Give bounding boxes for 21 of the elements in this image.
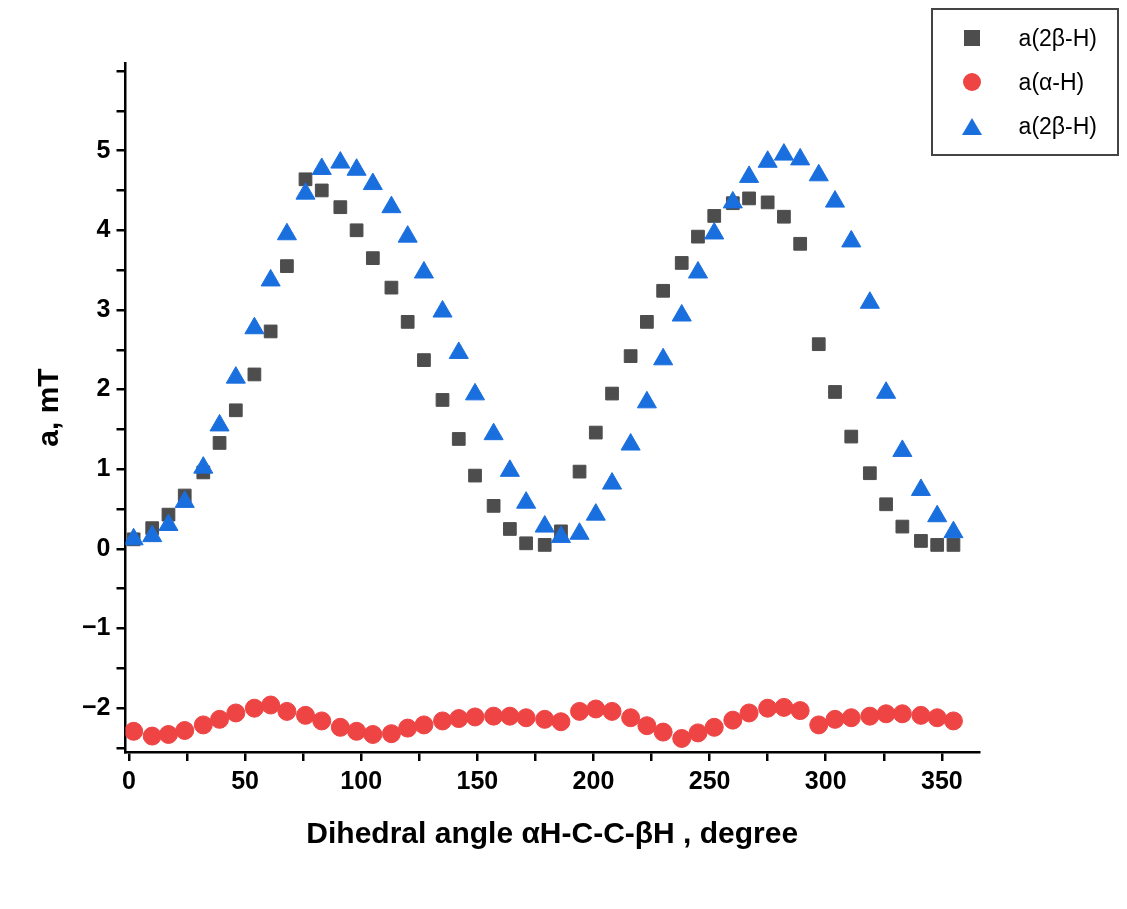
y-tick-label: −1 xyxy=(81,612,111,641)
x-tick-label: 300 xyxy=(804,765,847,794)
x-tick-label: 0 xyxy=(122,765,136,794)
legend-label: a(α-H) xyxy=(1018,68,1085,96)
y-axis-title: a, mT xyxy=(31,368,65,447)
x-tick-label: 250 xyxy=(688,765,731,794)
y-tick-label: −2 xyxy=(81,692,111,721)
y-tick-label: 4 xyxy=(96,214,111,243)
x-tick-label: 100 xyxy=(340,765,383,794)
x-axis-title: Dihedral angle αH-C-C-βH , degree xyxy=(306,816,799,850)
y-tick-label: 3 xyxy=(96,293,111,322)
x-tick-label: 50 xyxy=(231,765,260,794)
x-tick-label: 350 xyxy=(920,765,963,794)
y-tick-label: 0 xyxy=(96,532,111,561)
y-tick-label: 2 xyxy=(96,373,111,402)
legend-label: a(2β-H) xyxy=(1018,112,1097,140)
y-tick-label: 5 xyxy=(96,134,111,163)
legend-label: a(2β-H) xyxy=(1018,24,1097,52)
x-tick-label: 150 xyxy=(456,765,499,794)
y-tick-label: 1 xyxy=(96,453,111,482)
x-tick-label: 200 xyxy=(572,765,615,794)
